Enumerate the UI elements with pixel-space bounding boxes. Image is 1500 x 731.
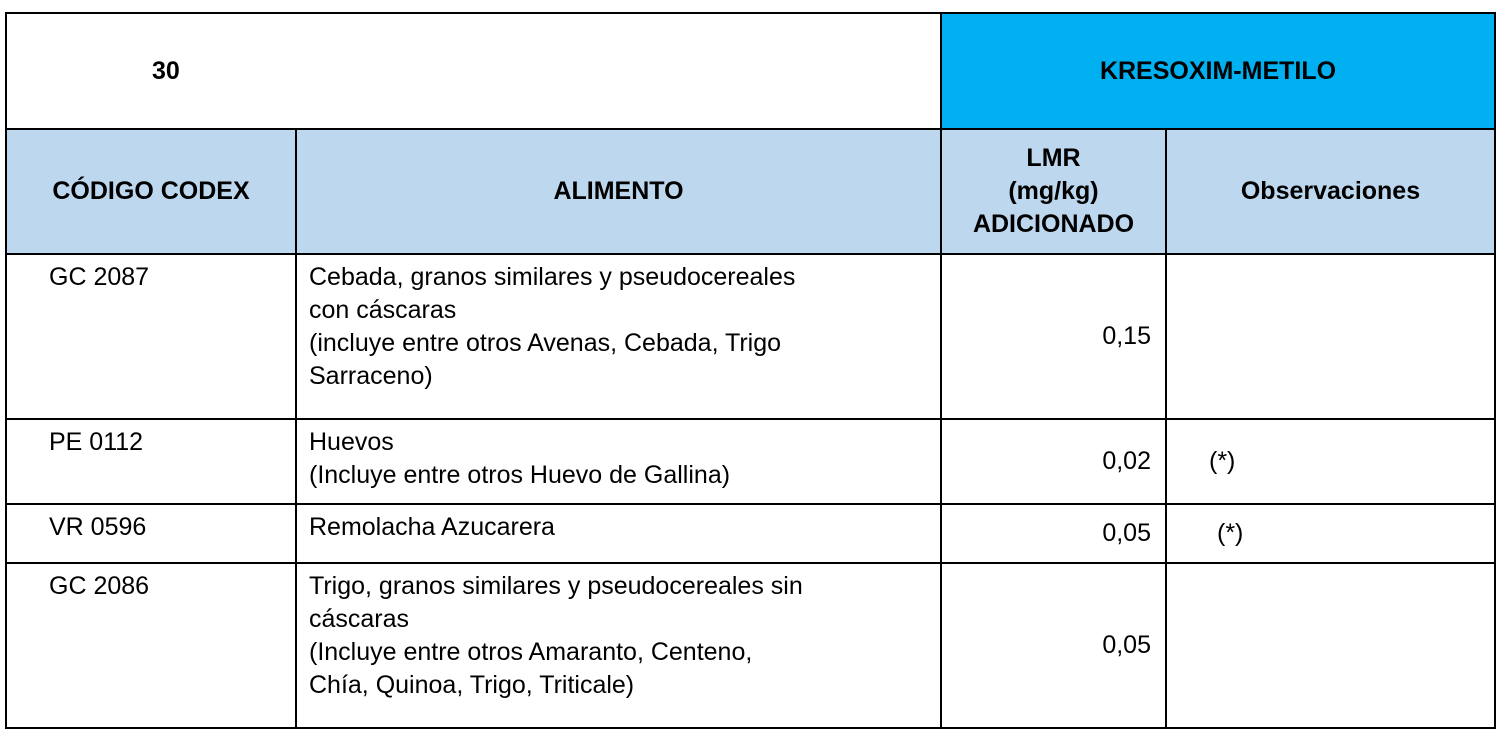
cell-lmr: 0,02: [940, 418, 1167, 505]
cell-code: GC 2087: [5, 253, 297, 420]
title-row: 30 KRESOXIM-METILO: [5, 12, 1496, 130]
cell-lmr: 0,05: [940, 503, 1167, 564]
cell-food: Trigo, granos similares y pseudocereales…: [295, 562, 942, 729]
table-row: GC 2087 Cebada, granos similares y pseudo…: [5, 253, 1496, 420]
header-row: CÓDIGO CODEX ALIMENTO LMR (mg/kg) ADICIO…: [5, 128, 1496, 255]
cell-food: Huevos (Incluye entre otros Huevo de Gall…: [295, 418, 942, 505]
cell-code: GC 2086: [5, 562, 297, 729]
table-row: GC 2086 Trigo, granos similares y pseudoc…: [5, 562, 1496, 729]
cell-code: PE 0112: [5, 418, 297, 505]
cell-observations: (*): [1165, 503, 1496, 564]
table-row: PE 0112 Huevos (Incluye entre otros Huevo …: [5, 418, 1496, 505]
food-line: Sarraceno): [309, 362, 433, 390]
table-number: 30: [5, 12, 942, 130]
table-row: VR 0596 Remolacha Azucarera 0,05 (*): [5, 503, 1496, 564]
food-line: cáscaras: [309, 605, 410, 633]
cell-code: VR 0596: [5, 503, 297, 564]
header-lmr-line: LMR: [1026, 144, 1081, 172]
food-line: Trigo, granos similares y pseudocereales…: [309, 572, 803, 600]
cell-lmr: 0,05: [940, 562, 1167, 729]
food-line: Huevos: [309, 428, 394, 456]
food-line: (Incluye entre otros Huevo de Gallina): [309, 461, 731, 489]
food-line: (incluye entre otros Avenas, Cebada, Tri…: [309, 329, 782, 357]
cell-food: Remolacha Azucarera: [295, 503, 942, 564]
header-observations: Observaciones: [1165, 128, 1496, 255]
food-line: con cáscaras: [309, 296, 457, 324]
header-food: ALIMENTO: [295, 128, 942, 255]
food-line: Remolacha Azucarera: [309, 513, 555, 541]
header-lmr-line: (mg/kg): [1008, 177, 1099, 205]
cell-observations: [1165, 562, 1496, 729]
food-line: Chía, Quinoa, Trigo, Triticale): [309, 671, 635, 699]
substance-name: KRESOXIM-METILO: [940, 12, 1496, 130]
cell-observations: (*): [1165, 418, 1496, 505]
cell-food: Cebada, granos similares y pseudocereale…: [295, 253, 942, 420]
header-code: CÓDIGO CODEX: [5, 128, 297, 255]
cell-observations: [1165, 253, 1496, 420]
mrl-table: 30 KRESOXIM-METILO CÓDIGO CODEX ALIMENTO…: [5, 12, 1496, 729]
cell-lmr: 0,15: [940, 253, 1167, 420]
header-lmr: LMR (mg/kg) ADICIONADO: [940, 128, 1167, 255]
food-line: (Incluye entre otros Amaranto, Centeno,: [309, 638, 753, 666]
food-line: Cebada, granos similares y pseudocereale…: [309, 263, 796, 291]
header-lmr-line: ADICIONADO: [972, 210, 1135, 238]
